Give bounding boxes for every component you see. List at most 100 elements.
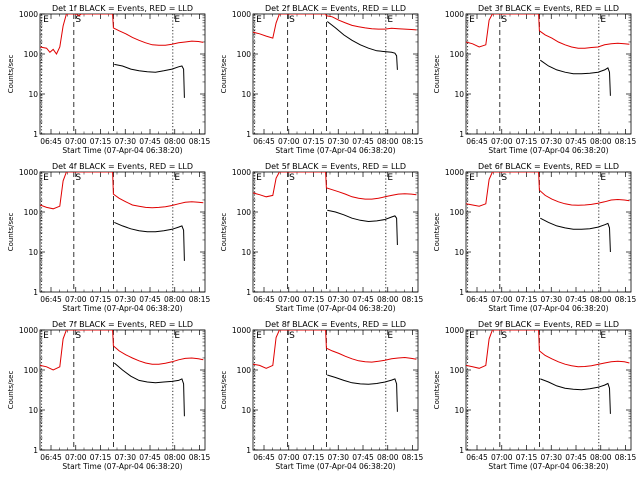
series-events-line [114, 221, 185, 261]
y-tick-label: 1000 [232, 326, 251, 335]
panel-title: Det 7f BLACK = Events, RED = LLD [52, 320, 193, 329]
y-tick-label: 1 [33, 130, 38, 139]
y-tick-label: 10 [454, 248, 464, 257]
y-tick-label: 100 [237, 366, 252, 375]
panel-title: Det 2f BLACK = Events, RED = LLD [265, 4, 406, 13]
x-tick-label: 06:45 [40, 453, 62, 462]
panel-title: Det 1f BLACK = Events, RED = LLD [52, 4, 193, 13]
x-tick-label: 07:45 [139, 453, 161, 462]
marker-label: E [174, 331, 180, 341]
y-tick-label: 10 [241, 406, 251, 415]
series-lld-line [466, 330, 630, 369]
series-lld-line [253, 330, 417, 369]
y-tick-label: 1000 [445, 326, 464, 335]
series-lld-line [253, 172, 417, 200]
x-tick-label: 07:15 [516, 295, 538, 304]
x-axis-label: Start Time (07-Apr-04 06:38:20) [488, 146, 608, 155]
series-lld-line [466, 14, 630, 49]
panel-title: Det 5f BLACK = Events, RED = LLD [265, 162, 406, 171]
x-tick-label: 07:30 [327, 295, 349, 304]
panel-9: Det 9f BLACK = Events, RED = LLD 1 10 100 10… [433, 320, 637, 471]
x-tick-label: 08:00 [377, 453, 399, 462]
panel-2: Det 2f BLACK = Events, RED = LLD 1 10 100 10… [220, 4, 424, 155]
y-axis-label: Counts/sec [433, 55, 441, 94]
y-tick-label: 1 [33, 288, 38, 297]
x-tick-label: 07:00 [65, 453, 87, 462]
marker-label: E [469, 173, 475, 183]
x-tick-label: 08:15 [615, 137, 637, 146]
marker-label: S [289, 173, 295, 183]
series-group [466, 172, 630, 253]
x-tick-label: 08:00 [164, 453, 186, 462]
y-axis-label: Counts/sec [220, 371, 228, 410]
x-tick-label: 07:00 [65, 137, 87, 146]
x-tick-label: 07:45 [565, 295, 587, 304]
x-tick-label: 07:00 [491, 137, 513, 146]
x-tick-label: 07:30 [540, 453, 562, 462]
x-tick-label: 07:45 [139, 137, 161, 146]
panel-title: Det 6f BLACK = Events, RED = LLD [478, 162, 619, 171]
y-tick-label: 10 [454, 406, 464, 415]
x-tick-label: 07:45 [565, 453, 587, 462]
marker-label: E [256, 15, 262, 25]
plot-frame [465, 13, 632, 135]
series-lld-line [40, 172, 204, 210]
panel-title: Det 9f BLACK = Events, RED = LLD [478, 320, 619, 329]
y-axis-label: Counts/sec [433, 213, 441, 252]
panel-6: Det 6f BLACK = Events, RED = LLD 1 10 100 10… [433, 162, 637, 313]
marker-label: E [43, 15, 49, 25]
marker-label: E [387, 331, 393, 341]
series-lld-line [466, 172, 630, 207]
x-tick-label: 07:15 [90, 453, 112, 462]
x-tick-label: 07:30 [114, 137, 136, 146]
x-tick-label: 07:30 [327, 137, 349, 146]
x-tick-label: 07:15 [303, 295, 325, 304]
marker-label: S [289, 15, 295, 25]
y-tick-label: 1 [246, 288, 251, 297]
x-axis-label: Start Time (07-Apr-04 06:38:20) [488, 462, 608, 471]
y-tick-label: 10 [241, 248, 251, 257]
marker-label: E [600, 173, 606, 183]
x-tick-label: 08:00 [590, 295, 612, 304]
y-axis-label: Counts/sec [220, 55, 228, 94]
x-tick-label: 07:00 [278, 137, 300, 146]
series-group [40, 14, 204, 98]
series-lld-line [253, 14, 417, 39]
plot-frame [39, 171, 206, 293]
y-axis-label: Counts/sec [7, 55, 15, 94]
series-lld-line [40, 14, 204, 55]
y-tick-label: 10 [28, 406, 38, 415]
y-tick-label: 100 [24, 208, 39, 217]
series-events-line [327, 374, 398, 412]
x-tick-label: 08:15 [615, 453, 637, 462]
x-tick-label: 06:45 [466, 137, 488, 146]
marker-label: S [501, 331, 507, 341]
y-tick-label: 1 [459, 130, 464, 139]
x-tick-label: 06:45 [253, 453, 275, 462]
x-tick-label: 06:45 [40, 295, 62, 304]
x-tick-label: 07:30 [327, 453, 349, 462]
series-group [253, 330, 417, 412]
series-group [40, 330, 204, 417]
x-tick-label: 07:15 [90, 295, 112, 304]
x-tick-label: 07:45 [352, 295, 374, 304]
y-tick-label: 100 [24, 50, 39, 59]
y-tick-label: 1 [246, 446, 251, 455]
x-tick-label: 08:00 [377, 137, 399, 146]
x-tick-label: 08:00 [164, 137, 186, 146]
series-events-line [540, 59, 611, 96]
y-axis-label: Counts/sec [7, 371, 15, 410]
marker-label: E [469, 15, 475, 25]
y-tick-label: 100 [450, 208, 465, 217]
panel-title: Det 3f BLACK = Events, RED = LLD [478, 4, 619, 13]
x-tick-label: 07:30 [540, 137, 562, 146]
y-tick-label: 1000 [19, 326, 38, 335]
series-events-line [326, 21, 398, 70]
x-axis-label: Start Time (07-Apr-04 06:38:20) [275, 304, 395, 313]
x-tick-label: 08:15 [189, 453, 211, 462]
marker-label: E [174, 173, 180, 183]
x-tick-label: 07:30 [540, 295, 562, 304]
x-tick-label: 06:45 [466, 453, 488, 462]
x-tick-label: 06:45 [466, 295, 488, 304]
